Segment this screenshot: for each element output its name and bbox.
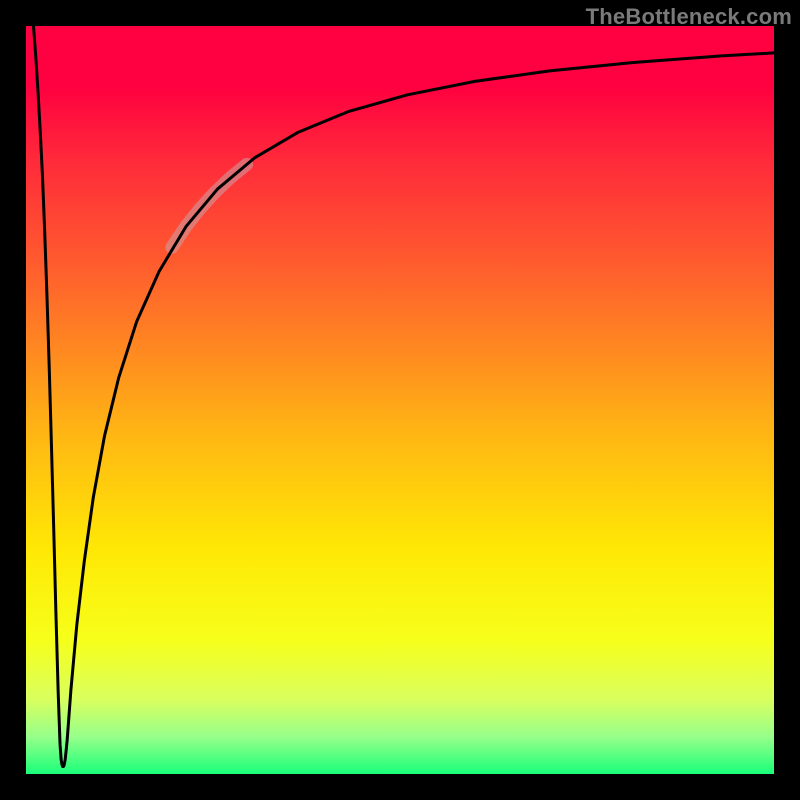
- bottleneck-chart: [0, 0, 800, 800]
- watermark-text: TheBottleneck.com: [586, 4, 792, 30]
- chart-frame: TheBottleneck.com: [0, 0, 800, 800]
- plot-background: [26, 26, 774, 774]
